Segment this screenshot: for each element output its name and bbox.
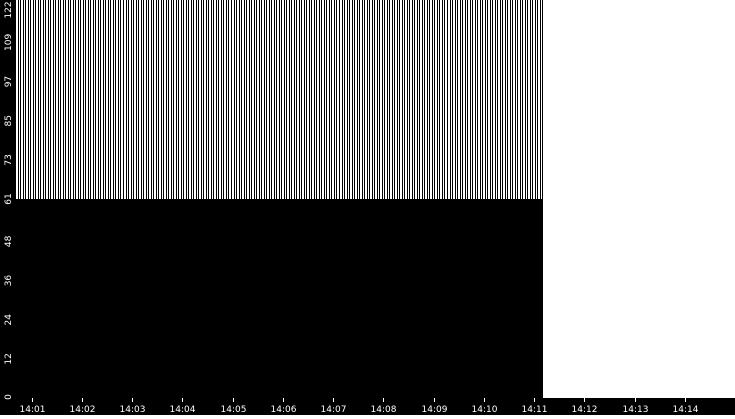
y-axis-ticks: 0 12 24 36 48 61 73 85 97 109 122 [4,1,14,399]
y-tick-label: 97 [4,76,14,87]
x-tick-label: 14:12 [572,405,598,415]
y-tick-label: 85 [4,115,14,126]
y-tick-label: 24 [4,314,14,326]
x-tick-label: 14:06 [271,405,297,415]
y-tick-label: 122 [4,1,14,18]
x-axis-band [0,398,735,415]
y-tick-label: 73 [4,154,14,165]
x-tick-label: 14:01 [20,405,46,415]
y-axis-band [0,0,15,398]
x-tick-label: 14:13 [623,405,649,415]
x-tick-label: 14:10 [472,405,498,415]
x-tick-label: 14:03 [120,405,146,415]
y-tick-label: 12 [4,353,14,364]
bars-group [15,0,543,398]
y-tick-label: 109 [4,34,14,51]
y-tick-label: 61 [4,193,14,204]
y-tick-label: 48 [4,235,14,247]
x-tick-label: 14:11 [522,405,548,415]
x-axis-ticks: 14:01 14:02 14:03 14:04 14:05 14:06 14:07 14:08… [20,398,699,415]
x-tick-label: 14:05 [221,405,247,415]
y-tick-label: 0 [4,394,14,400]
y-tick-label: 36 [4,275,14,287]
x-tick-label: 14:08 [371,405,397,415]
x-tick-label: 14:09 [422,405,448,415]
x-tick-label: 14:04 [170,405,196,415]
x-tick-label: 14:14 [673,405,699,415]
x-tick-label: 14:07 [321,405,347,415]
x-tick-label: 14:02 [70,405,96,415]
